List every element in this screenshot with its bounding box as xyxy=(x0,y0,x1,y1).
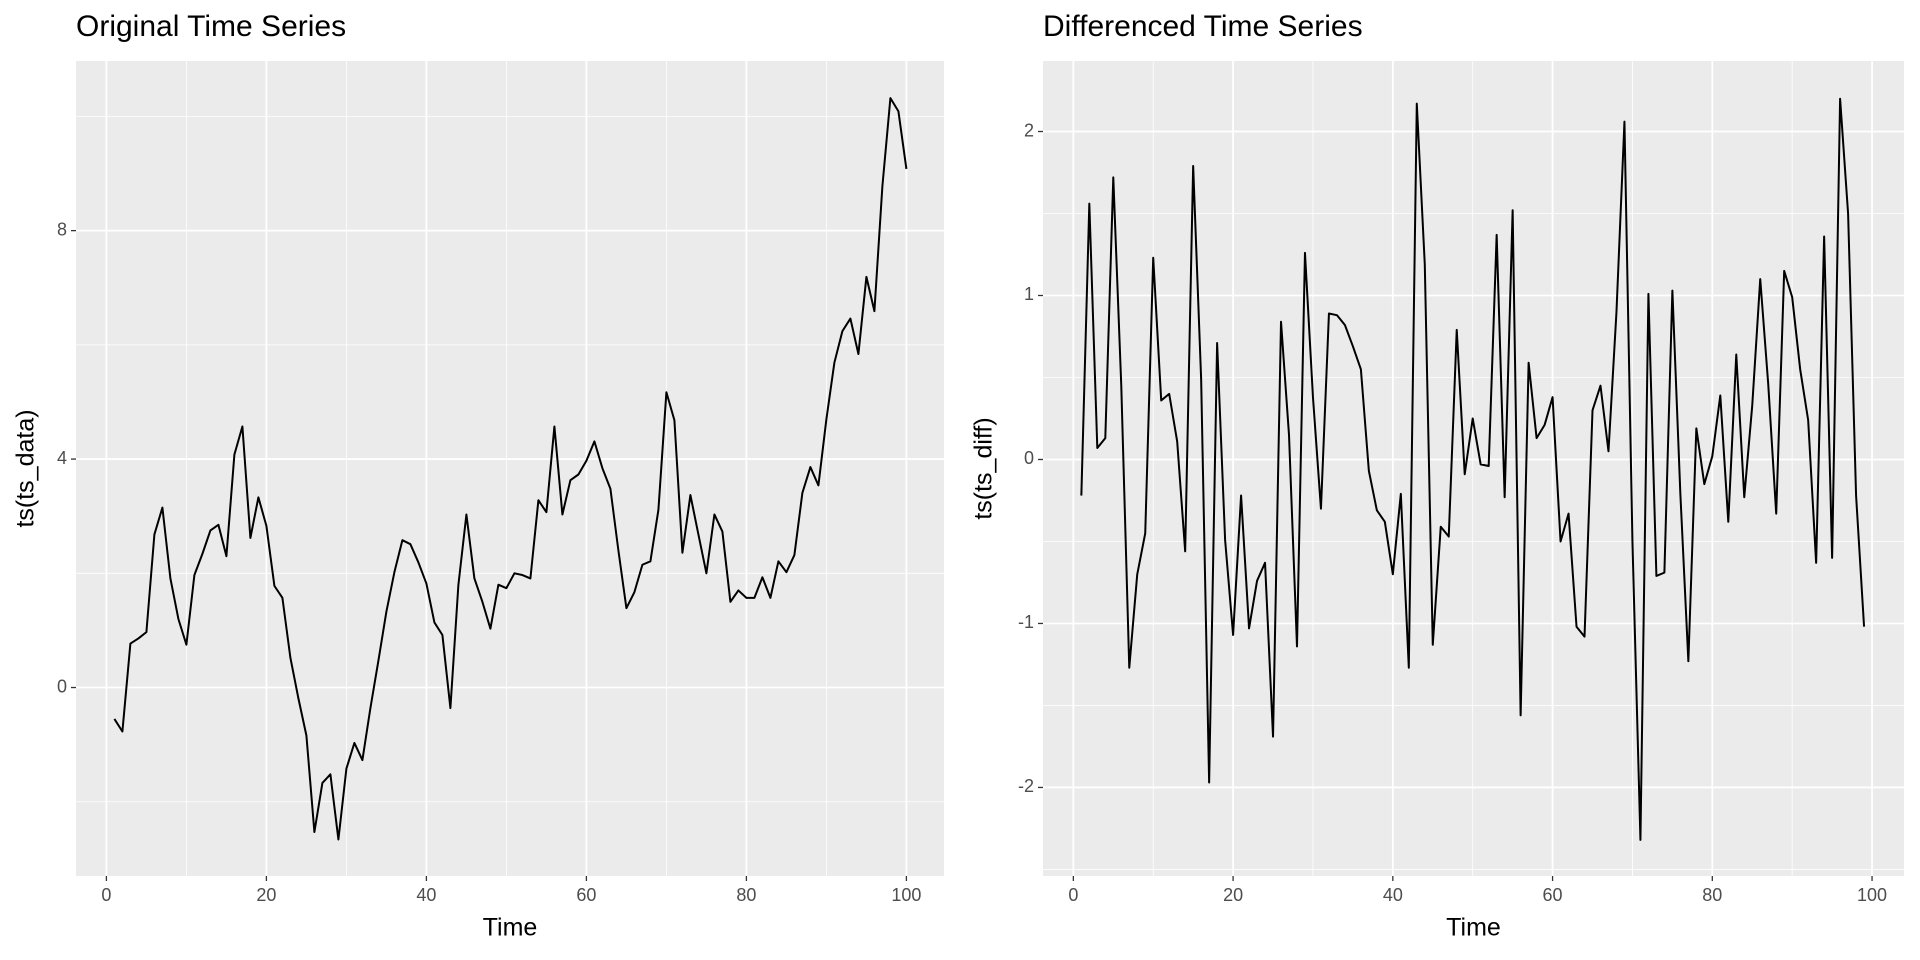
x-tick-label: 40 xyxy=(416,885,436,905)
chart-title: Original Time Series xyxy=(76,10,346,43)
x-tick-label: 0 xyxy=(101,885,111,905)
x-tick-label: 100 xyxy=(891,885,921,905)
x-tick-label: 0 xyxy=(1068,885,1078,905)
y-tick-label: 1 xyxy=(1024,284,1034,304)
y-tick-label: 8 xyxy=(57,219,67,239)
x-tick-label: 80 xyxy=(736,885,756,905)
x-tick-label: 80 xyxy=(1702,885,1722,905)
x-tick-label: 100 xyxy=(1857,885,1887,905)
x-tick-label: 20 xyxy=(256,885,276,905)
y-tick-label: 0 xyxy=(57,676,67,696)
x-tick-label: 20 xyxy=(1223,885,1243,905)
y-tick-label: 4 xyxy=(57,448,67,468)
x-axis-title: Time xyxy=(483,914,538,942)
panel-background xyxy=(76,61,944,876)
series-line xyxy=(113,97,908,841)
y-tick-label: 0 xyxy=(1024,448,1034,468)
y-tick-label: -1 xyxy=(1018,612,1034,632)
y-tick-label: 2 xyxy=(1024,120,1034,140)
y-axis-title: ts(ts_data) xyxy=(12,409,40,527)
chart-title: Differenced Time Series xyxy=(1043,10,1363,43)
x-tick-label: 60 xyxy=(1543,885,1563,905)
x-tick-label: 60 xyxy=(576,885,596,905)
y-axis-title: ts(ts_diff) xyxy=(970,417,998,519)
x-tick-label: 40 xyxy=(1383,885,1403,905)
x-axis-title: Time xyxy=(1446,914,1501,942)
y-tick-label: -2 xyxy=(1018,776,1034,796)
panel-background xyxy=(1043,61,1904,876)
series-line xyxy=(1080,97,1866,841)
